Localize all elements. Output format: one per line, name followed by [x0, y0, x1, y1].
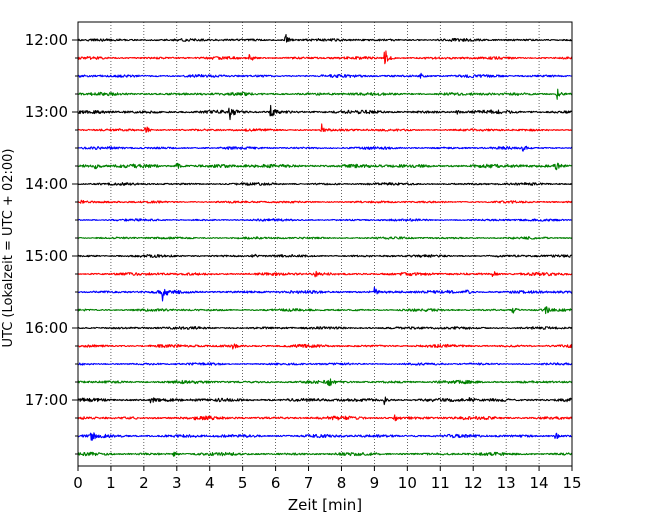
x-tick-label-7: 7	[304, 474, 314, 492]
trace-1515	[77, 270, 573, 278]
y-axis-title: UTC (Lokalzeit = UTC + 02:00)	[1, 149, 16, 348]
x-tick-label-2: 2	[139, 474, 149, 492]
x-tick-label-6: 6	[271, 474, 281, 492]
x-tick-label-0: 0	[73, 474, 83, 492]
trace-1530	[77, 286, 573, 302]
plot-frame	[77, 21, 573, 467]
x-tick-label-14: 14	[530, 474, 549, 492]
trace-1545	[77, 306, 573, 315]
plot-background	[78, 22, 572, 466]
trace-1645	[77, 378, 573, 387]
trace-1630	[77, 362, 573, 366]
x-tick-label-5: 5	[238, 474, 248, 492]
x-tick-label-8: 8	[337, 474, 347, 492]
x-axis-title: Zeit [min]	[288, 496, 362, 514]
trace-1445	[77, 236, 573, 240]
trace-1430	[77, 218, 573, 222]
y-tick-label-1: 13:00	[25, 103, 68, 121]
trace-1330	[77, 145, 573, 152]
x-tick-label-3: 3	[172, 474, 182, 492]
trace-1230	[77, 72, 573, 79]
y-tick-label-3: 15:00	[25, 247, 68, 265]
x-tick-label-4: 4	[205, 474, 215, 492]
x-tick-label-13: 13	[497, 474, 516, 492]
trace-1415	[77, 199, 573, 204]
x-tick-label-10: 10	[398, 474, 417, 492]
vertical-grid	[110, 22, 540, 466]
y-tick-label-2: 14:00	[25, 175, 68, 193]
x-axis-ticks: 0 1 2 3 4 5 6 7 8 9 10 11 12 13 14 15	[73, 466, 582, 492]
trace-1345	[77, 162, 573, 171]
x-tick-label-11: 11	[431, 474, 450, 492]
trace-1715	[77, 414, 573, 422]
y-tick-label-0: 12:00	[25, 31, 68, 49]
trace-1400	[77, 181, 573, 186]
trace-1700	[77, 396, 573, 406]
trace-1315	[77, 123, 573, 133]
y-axis-ticks: 12:00 13:00 14:00 15:00 16:00 17:00	[25, 31, 78, 455]
trace-1600	[77, 326, 573, 330]
trace-1215	[77, 50, 573, 65]
x-tick-label-15: 15	[562, 474, 581, 492]
trace-1615	[77, 343, 573, 350]
x-tick-label-12: 12	[464, 474, 483, 492]
trace-1245	[77, 88, 573, 100]
x-tick-label-9: 9	[370, 474, 380, 492]
axes	[77, 21, 573, 467]
y-tick-label-4: 16:00	[25, 319, 68, 337]
trace-1745	[77, 451, 573, 457]
trace-1500	[77, 253, 573, 259]
x-tick-label-1: 1	[106, 474, 116, 492]
y-tick-label-5: 17:00	[25, 391, 68, 409]
trace-1300	[77, 104, 573, 121]
seismic-traces	[77, 34, 573, 457]
trace-1200	[77, 34, 573, 43]
trace-1730	[77, 432, 573, 441]
